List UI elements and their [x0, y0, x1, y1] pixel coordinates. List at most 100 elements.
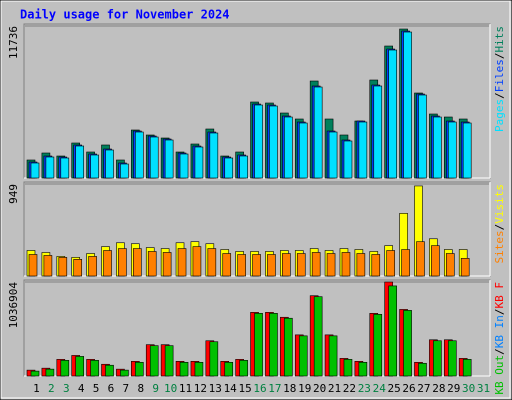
- bar: [282, 253, 291, 277]
- bar: [328, 131, 338, 179]
- bar: [120, 369, 129, 377]
- bar: [30, 370, 40, 377]
- bar: [267, 254, 276, 277]
- bar: [356, 253, 366, 277]
- legend: Sites/Visits: [493, 184, 506, 264]
- bar: [179, 153, 189, 179]
- bar: [224, 157, 234, 179]
- x-tick-label: 13: [209, 382, 222, 395]
- bar: [416, 241, 425, 277]
- x-tick-label: 24: [373, 382, 387, 395]
- bar: [433, 340, 442, 377]
- bar: [298, 122, 308, 179]
- bar: [403, 31, 412, 179]
- bar: [269, 105, 278, 179]
- bar: [343, 140, 353, 179]
- x-tick-label: 16: [253, 382, 266, 395]
- bar: [445, 253, 455, 277]
- x-tick-label: 12: [194, 382, 207, 395]
- x-tick-label: 28: [432, 382, 445, 395]
- bar: [60, 360, 70, 377]
- bar: [386, 250, 395, 277]
- bar: [120, 163, 129, 179]
- bar: [388, 49, 397, 179]
- legend-entry: Pages: [493, 99, 506, 132]
- bar: [373, 85, 383, 179]
- x-tick-label: 7: [123, 382, 130, 395]
- bar: [237, 254, 246, 277]
- x-tick-label: 2: [48, 382, 55, 395]
- bar: [341, 252, 351, 277]
- bar: [28, 254, 38, 277]
- bar: [447, 121, 457, 179]
- bar: [418, 362, 427, 377]
- x-tick-label: 11: [179, 382, 192, 395]
- bar: [177, 248, 187, 277]
- y-tick-label: 11736: [7, 26, 20, 59]
- bar: [447, 340, 457, 377]
- x-tick-label: 4: [78, 382, 85, 395]
- bar: [30, 162, 40, 179]
- bar: [222, 253, 232, 277]
- bar: [358, 121, 368, 179]
- bar: [103, 250, 112, 277]
- bar: [147, 251, 157, 277]
- bar: [224, 361, 234, 377]
- bar: [88, 256, 97, 277]
- bar: [58, 257, 68, 277]
- bar: [326, 253, 336, 277]
- bar: [149, 136, 159, 179]
- bar: [418, 94, 427, 179]
- x-tick-label: 15: [238, 382, 251, 395]
- bar: [105, 364, 114, 377]
- x-tick-label: 31: [477, 382, 490, 395]
- x-tick-label: 22: [343, 382, 356, 395]
- bar: [296, 253, 306, 277]
- bar: [388, 285, 397, 377]
- bar: [162, 252, 172, 277]
- legend-separator: /: [493, 224, 506, 231]
- bar: [239, 360, 248, 377]
- bar: [90, 154, 99, 179]
- x-tick-label: 30: [462, 382, 475, 395]
- bar: [192, 246, 202, 277]
- y-tick-label: 1036904: [7, 282, 20, 329]
- bar: [164, 139, 174, 179]
- bar: [252, 254, 261, 277]
- bar: [462, 359, 472, 377]
- bar: [209, 341, 219, 377]
- legend-entry: Sites: [493, 230, 506, 263]
- bar: [45, 368, 55, 377]
- bar: [43, 255, 53, 277]
- legend-entry: Files: [493, 59, 506, 92]
- x-tick-label: 19: [298, 382, 311, 395]
- bar: [135, 361, 144, 377]
- bar: [328, 335, 338, 377]
- bar: [371, 254, 381, 277]
- x-tick-label: 23: [358, 382, 371, 395]
- bar: [269, 313, 278, 377]
- bar: [135, 131, 144, 179]
- bar: [284, 317, 293, 377]
- bar: [313, 296, 323, 377]
- bar: [298, 335, 308, 377]
- x-tick-label: 25: [388, 382, 401, 395]
- bar: [105, 149, 114, 179]
- bar: [209, 132, 219, 179]
- bar: [239, 155, 248, 179]
- x-tick-label: 10: [164, 382, 177, 395]
- legend-entry: Visits: [493, 184, 506, 224]
- x-tick-label: 20: [313, 382, 326, 395]
- bar: [133, 248, 142, 277]
- legend-entry: Hits: [493, 26, 506, 53]
- bar: [179, 361, 189, 377]
- x-tick-label: 18: [283, 382, 296, 395]
- legend-entry: KB In: [493, 315, 506, 348]
- bar: [254, 313, 263, 377]
- x-tick-label: 14: [224, 382, 238, 395]
- bar: [460, 258, 470, 277]
- legend-entry: KB F: [493, 282, 506, 309]
